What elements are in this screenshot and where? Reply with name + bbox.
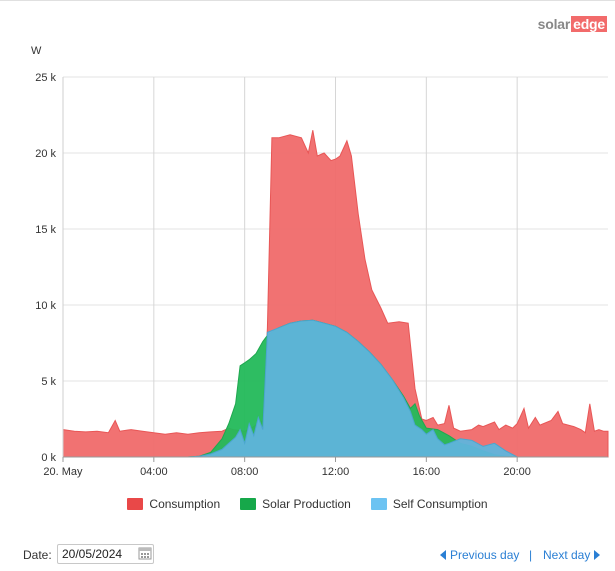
- legend-label-solar-production: Solar Production: [262, 497, 351, 511]
- y-tick-label: 10 k: [35, 300, 56, 312]
- x-tick-label: 08:00: [231, 466, 259, 478]
- x-tick-label: 12:00: [322, 466, 350, 478]
- legend-swatch-self-consumption: [370, 498, 387, 510]
- legend-label-consumption: Consumption: [149, 497, 221, 511]
- y-tick-label: 15 k: [35, 224, 56, 236]
- y-tick-label: 0 k: [41, 452, 56, 464]
- previous-day-label: Previous day: [450, 548, 520, 562]
- brand-logo-part1: solar: [537, 16, 571, 32]
- date-label: Date:: [23, 548, 52, 562]
- brand-logo-part2: edge: [571, 16, 607, 32]
- x-tick-label: 20. May: [43, 466, 83, 478]
- legend-label-self-consumption: Self Consumption: [392, 497, 488, 511]
- series-area-consumption: [62, 130, 609, 458]
- calendar-icon[interactable]: [138, 546, 152, 560]
- x-tick-label: 20:00: [503, 466, 531, 478]
- nav-separator: |: [529, 548, 533, 562]
- next-day-button[interactable]: Next day: [543, 548, 601, 562]
- chevron-right-icon: [594, 550, 601, 560]
- series-area-self-consumption: [187, 319, 518, 458]
- chevron-left-icon: [440, 550, 446, 560]
- top-border: [0, 0, 615, 5]
- y-axis-unit: W: [31, 45, 42, 57]
- x-tick-label: 16:00: [413, 466, 441, 478]
- legend-item-consumption[interactable]: Consumption: [127, 497, 220, 511]
- x-tick-label: 04:00: [140, 466, 168, 478]
- legend-swatch-solar-production: [240, 498, 257, 510]
- brand-logo: solar edge: [538, 16, 607, 32]
- previous-day-button[interactable]: Previous day: [440, 548, 519, 562]
- y-tick-label: 20 k: [35, 148, 56, 160]
- y-tick-label: 5 k: [41, 376, 56, 388]
- legend-swatch-consumption: [127, 498, 144, 510]
- date-input[interactable]: [57, 544, 154, 564]
- legend-item-solar-production[interactable]: Solar Production: [240, 497, 351, 511]
- legend-item-self-consumption[interactable]: Self Consumption: [370, 497, 488, 511]
- chart-legend: Consumption Solar Production Self Consum…: [0, 497, 615, 511]
- next-day-label: Next day: [543, 548, 591, 562]
- y-tick-label: 25 k: [35, 72, 56, 84]
- energy-chart: 0 k 5 k 10 k 15 k 20 k 25 k 20. May 04:00 08:00 1…: [35, 72, 609, 478]
